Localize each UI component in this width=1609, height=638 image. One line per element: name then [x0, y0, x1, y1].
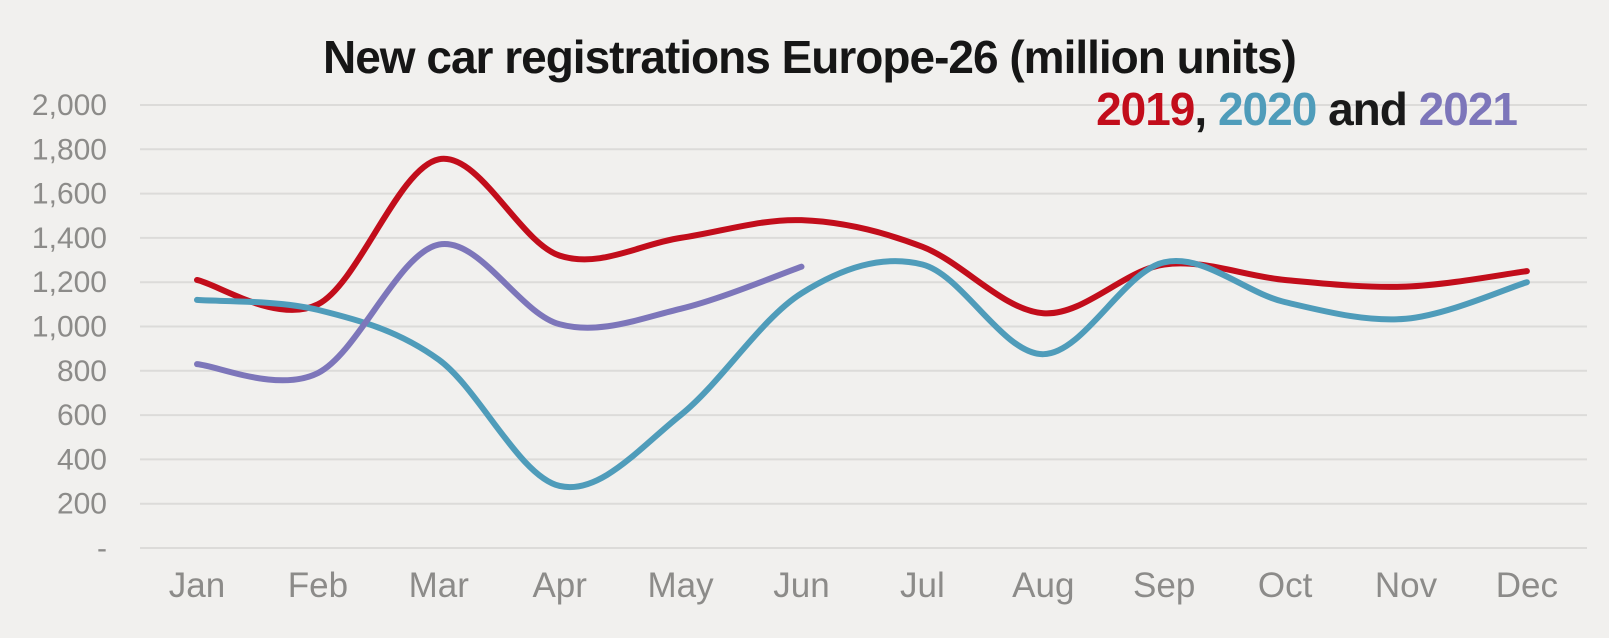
series-line-2020	[194, 258, 1530, 491]
x-axis-labels: Jan Feb Mar Apr May Jun Jul Aug Sep Oct Nov Dec	[169, 566, 1558, 605]
legend-year-2021: 2021	[1418, 83, 1518, 135]
y-tick-label: -	[97, 532, 107, 565]
y-tick-label: 800	[57, 355, 107, 388]
gridlines	[140, 104, 1587, 549]
chart-title: New car registrations Europe-26 (million…	[323, 31, 1297, 83]
x-tick-label: May	[648, 566, 715, 605]
legend-year-2019: 2019	[1096, 83, 1195, 135]
x-tick-label: Jan	[169, 566, 225, 605]
x-tick-label: Feb	[288, 566, 348, 605]
series-line-2019	[194, 155, 1530, 317]
x-tick-label: Nov	[1375, 566, 1438, 605]
x-tick-label: Oct	[1258, 566, 1313, 605]
y-tick-label: 1,000	[32, 311, 107, 344]
y-tick-label: 600	[57, 399, 107, 432]
subtitle-and: and	[1316, 83, 1419, 135]
legend-year-2020: 2020	[1217, 83, 1317, 135]
subtitle-comma: ,	[1194, 83, 1218, 135]
y-tick-label: 1,600	[32, 178, 107, 211]
x-tick-label: Aug	[1012, 566, 1074, 605]
x-tick-label: Apr	[532, 566, 587, 605]
y-axis-labels: 2,000 1,800 1,600 1,400 1,200 1,000 800 600 400 2…	[32, 89, 107, 565]
series-lines	[194, 155, 1530, 491]
y-tick-label: 2,000	[32, 89, 107, 122]
series-line-2021	[194, 241, 805, 384]
y-tick-label: 1,800	[32, 133, 107, 166]
x-tick-label: Sep	[1133, 566, 1195, 605]
x-tick-label: Jul	[900, 566, 945, 605]
x-tick-label: Jun	[773, 566, 829, 605]
y-tick-label: 1,200	[32, 266, 107, 299]
y-tick-label: 1,400	[32, 222, 107, 255]
y-tick-label: 400	[57, 443, 107, 476]
x-tick-label: Dec	[1496, 566, 1558, 605]
chart-subtitle-legend: 2019, 2020 and 2021	[1096, 83, 1518, 135]
y-tick-label: 200	[57, 488, 107, 521]
x-tick-label: Mar	[409, 566, 470, 605]
